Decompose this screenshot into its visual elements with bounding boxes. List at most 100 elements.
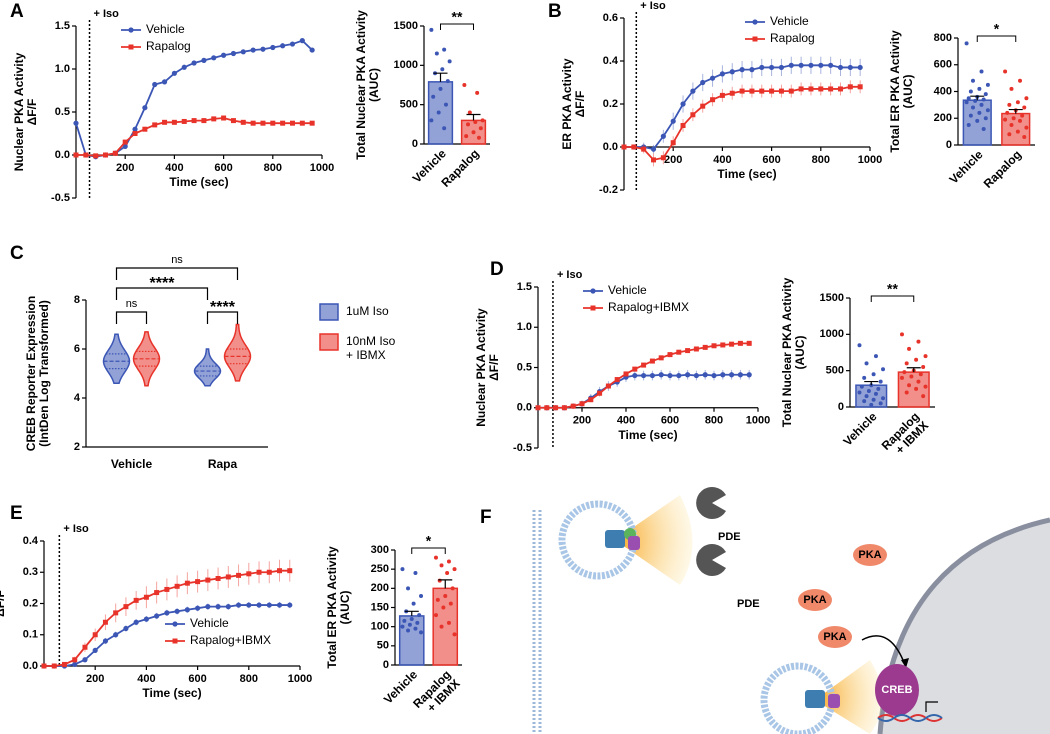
y-tick-label: 0.4 [603, 55, 619, 67]
point [162, 119, 168, 125]
point [61, 661, 67, 667]
data-point [985, 108, 990, 113]
data-point [981, 97, 986, 102]
point [73, 120, 79, 126]
data-point [452, 632, 457, 637]
point [676, 372, 682, 379]
y-axis-label: ΔF/F [25, 99, 39, 126]
y-tick-label: 0.0 [603, 141, 618, 153]
y-tick-label: 1.5 [55, 20, 70, 32]
data-point [857, 390, 862, 395]
point [658, 372, 664, 378]
data-point [907, 346, 912, 351]
data-point [873, 391, 878, 396]
significance-bracket [115, 267, 239, 280]
x-tick-label: 1000 [288, 673, 312, 685]
y-tick-label: 8 [74, 294, 80, 306]
data-point [862, 399, 867, 404]
point [133, 597, 139, 603]
point [685, 348, 691, 354]
data-point [433, 613, 438, 618]
panel-letter: B [548, 1, 562, 22]
data-point [466, 122, 471, 127]
data-point [985, 82, 990, 87]
diagram: F PDE PDE PKA PKA PKA CREB [480, 487, 1050, 734]
data-point [471, 130, 476, 135]
x-tick-label: 400 [165, 162, 183, 174]
data-point [977, 86, 982, 91]
point [205, 604, 211, 610]
point [769, 64, 775, 71]
bar [897, 371, 930, 408]
error-bar [970, 95, 985, 101]
x-tick-label: 1000 [310, 162, 334, 174]
data-point [966, 96, 971, 101]
point [225, 574, 231, 580]
data-point [1007, 132, 1012, 137]
error-bar [438, 579, 453, 589]
significance-label: ** [452, 9, 463, 25]
point [215, 576, 221, 581]
violin [102, 333, 131, 385]
data-point [448, 601, 453, 606]
data-point [443, 594, 448, 598]
point [221, 115, 227, 121]
data-point [475, 90, 480, 95]
y-axis-label: (AUC) [367, 68, 381, 102]
point [161, 79, 168, 85]
point [729, 341, 735, 347]
data-point [439, 624, 444, 629]
point [82, 644, 88, 650]
point [266, 602, 272, 608]
y-tick-label: 0 [383, 659, 389, 671]
x-tick-label: 200 [86, 673, 104, 685]
point [72, 661, 78, 668]
point [709, 75, 716, 81]
data-point [480, 118, 485, 123]
creb-label: CREB [881, 684, 912, 696]
data-point [437, 578, 442, 583]
data-point [864, 394, 869, 399]
point [650, 146, 657, 152]
point [570, 403, 576, 409]
point [143, 594, 149, 600]
point [152, 122, 158, 128]
x-tick-label: 800 [705, 415, 723, 427]
data-point [1003, 69, 1008, 74]
point [171, 70, 177, 76]
point [631, 144, 637, 150]
arrow [861, 635, 906, 666]
point [660, 133, 666, 139]
pde-label: PDE [718, 531, 741, 543]
point [240, 119, 246, 125]
iso-label: + Iso [640, 0, 666, 12]
data-point [445, 79, 450, 84]
point [711, 372, 717, 379]
panel-letter: A [10, 1, 24, 22]
point [597, 390, 603, 396]
data-point [452, 567, 457, 572]
error-bar [466, 113, 481, 121]
point [235, 602, 242, 608]
data-point [979, 102, 984, 107]
point [201, 118, 207, 124]
iso-label: + Iso [557, 269, 583, 281]
data-point [478, 126, 483, 131]
significance-bracket [115, 287, 209, 300]
point [181, 64, 187, 70]
iso-label: + Iso [94, 8, 120, 20]
point [132, 131, 138, 136]
point [720, 342, 726, 348]
pka-label: PKA [803, 594, 826, 606]
data-point [869, 402, 874, 407]
data-point [899, 332, 904, 337]
pka-label: PKA [823, 631, 846, 643]
data-point [923, 354, 928, 359]
legend-label: 10nM Iso [346, 334, 396, 348]
point [808, 86, 814, 92]
point [246, 602, 252, 608]
data-point [415, 620, 420, 625]
point [191, 60, 197, 66]
arrowhead [901, 658, 909, 668]
